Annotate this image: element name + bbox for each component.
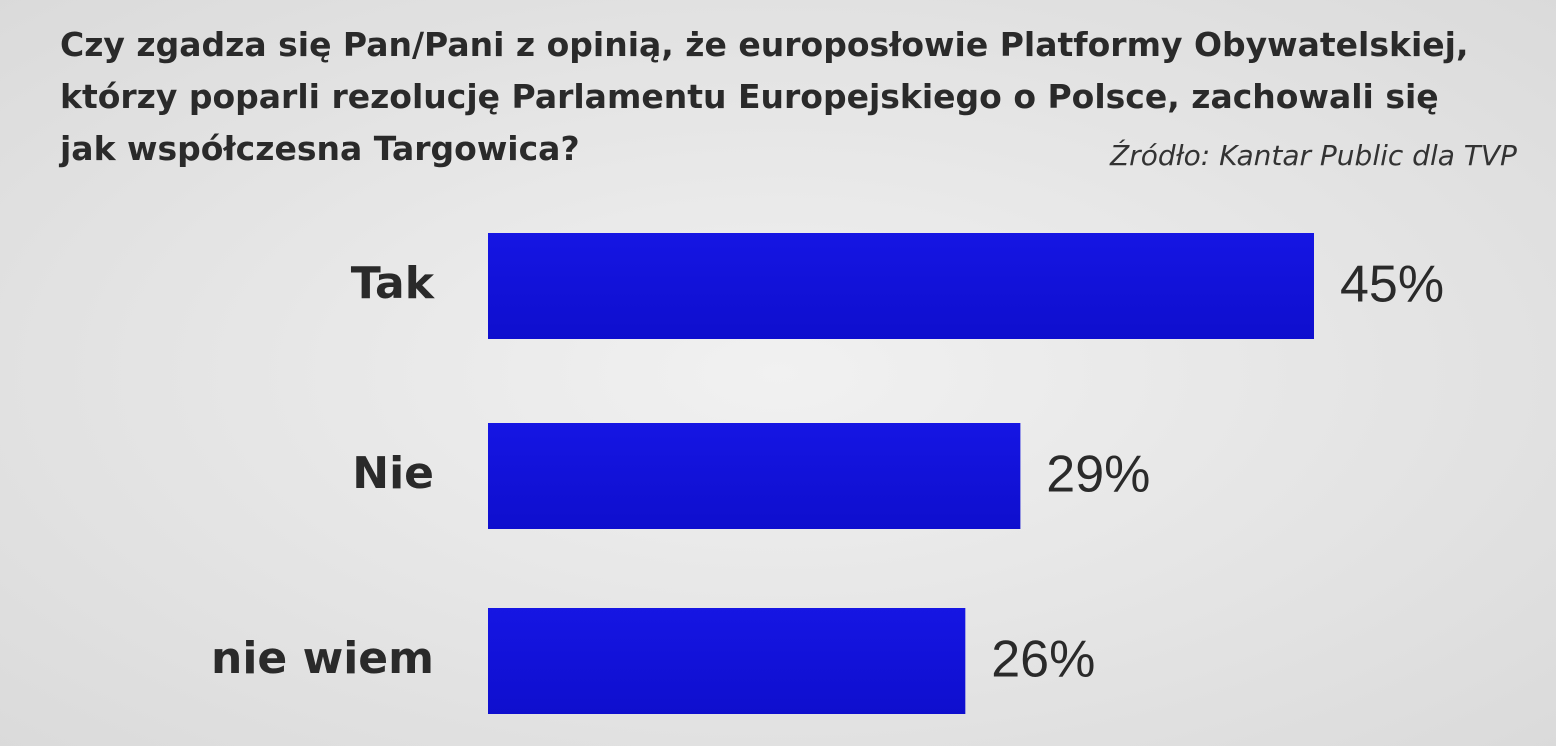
source: Źródło: Kantar Public dla TVP: [1109, 138, 1517, 172]
chart-title: Czy zgadza się Pan/Pani z opinią, że eur…: [60, 25, 1469, 64]
bar: [488, 233, 1314, 339]
bar: [488, 608, 966, 714]
value-label: 29%: [1046, 446, 1150, 504]
value-label: 45%: [1340, 256, 1444, 314]
value-label: 26%: [991, 631, 1095, 689]
category-label: Tak: [351, 258, 436, 309]
category-label: nie wiem: [211, 633, 434, 684]
chart-title: jak współczesna Targowica?: [58, 129, 580, 168]
category-label: Nie: [352, 448, 434, 499]
bar: [488, 423, 1021, 529]
chart-title: którzy poparli rezolucję Parlamentu Euro…: [60, 77, 1439, 116]
